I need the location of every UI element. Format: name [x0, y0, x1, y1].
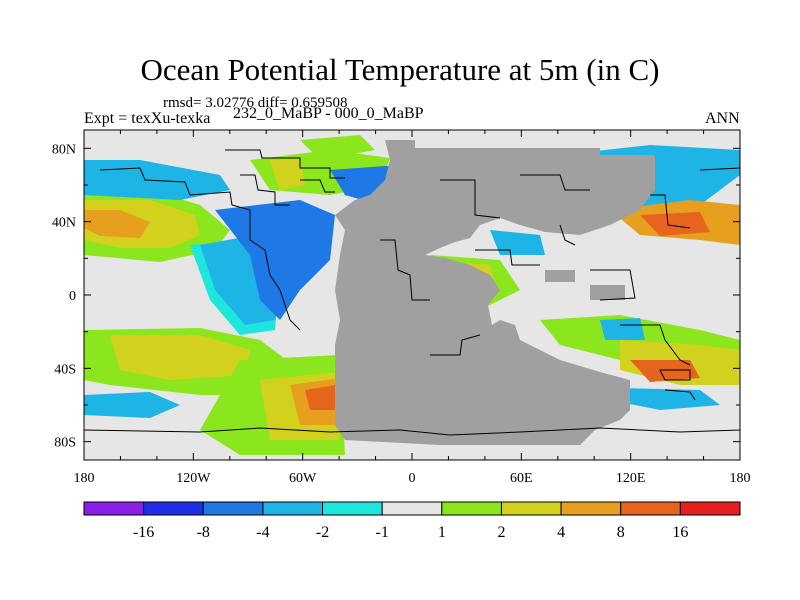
experiment-label: Expt = texXu-texka: [84, 110, 211, 127]
colorbar-label: -2: [316, 524, 329, 541]
field-yellow-spac: [110, 335, 250, 380]
field-yellow-arctic: [270, 158, 305, 190]
y-tick-label: 0: [69, 289, 76, 304]
colorbar-label: -16: [133, 524, 154, 541]
colorbar-swatch: [381, 501, 443, 516]
field-red-satl: [305, 385, 335, 410]
land-mass: [335, 140, 655, 445]
colorbar-label: -1: [376, 524, 389, 541]
land-island-se: [545, 270, 575, 282]
colorbar-label: -8: [197, 524, 210, 541]
colorbar-label: 8: [617, 524, 625, 541]
y-tick-label: 40S: [54, 362, 76, 377]
colorbar-label: 2: [497, 524, 505, 541]
y-tick-label: 80S: [54, 436, 76, 451]
x-tick-label: 180: [730, 471, 751, 486]
colorbar-swatch: [560, 501, 622, 516]
field-cyan-arctic: [84, 160, 230, 200]
colorbar-label: 16: [672, 524, 688, 541]
coastlines: [83, 149, 741, 436]
x-tick-label: 120W: [176, 471, 211, 486]
colorbar-label: -4: [256, 524, 269, 541]
colorbar-label: 1: [438, 524, 446, 541]
y-tick-label: 80N: [52, 142, 76, 157]
field-blue-natl: [215, 200, 335, 320]
colorbar-label: 4: [557, 524, 565, 541]
colorbar-swatch: [262, 501, 324, 516]
case-difference-label: 232_0_MaBP - 000_0_MaBP: [233, 105, 424, 122]
colorbar-swatch: [202, 501, 264, 516]
field-red-wpac: [640, 212, 710, 236]
field-red-spac-e: [630, 360, 700, 382]
land-island-ne: [590, 285, 625, 300]
colorbar-swatch: [322, 501, 383, 516]
field-green-greenl: [300, 135, 375, 160]
colorbar-swatch: [83, 501, 145, 516]
field-orange-npac: [84, 210, 150, 238]
colorbar-swatch: [143, 501, 204, 516]
field-cyan-n: [490, 230, 545, 255]
y-tick-label: 40N: [52, 216, 76, 231]
x-tick-label: 60W: [289, 471, 317, 486]
x-tick-label: 0: [409, 471, 416, 486]
field-cyan-spac: [84, 392, 180, 418]
map-title: Ocean Potential Temperature at 5m (in C): [140, 52, 660, 87]
season-label: ANN: [705, 110, 740, 127]
x-tick-label: 60E: [510, 471, 533, 486]
colorbar-swatch: [500, 501, 562, 516]
colorbar-swatch: [620, 501, 681, 516]
colorbar: -16 -8 -4 -2 -1 1 2 4 8 16: [83, 501, 741, 541]
x-tick-label: 180: [74, 471, 95, 486]
y-axis: 80N 40N 0 40S 80S: [52, 142, 740, 451]
colorbar-swatch: [441, 501, 502, 516]
colorbar-swatch: [679, 501, 741, 516]
field-cyan-sio: [620, 388, 720, 410]
rmsd-diff-stats: rmsd= 3.02776 diff= 0.659508: [163, 95, 348, 111]
x-tick-label: 120E: [616, 471, 646, 486]
x-axis: 180 120W 60W 0 60E 120E 180: [74, 130, 751, 486]
field-cyan-eq-e: [600, 318, 645, 340]
